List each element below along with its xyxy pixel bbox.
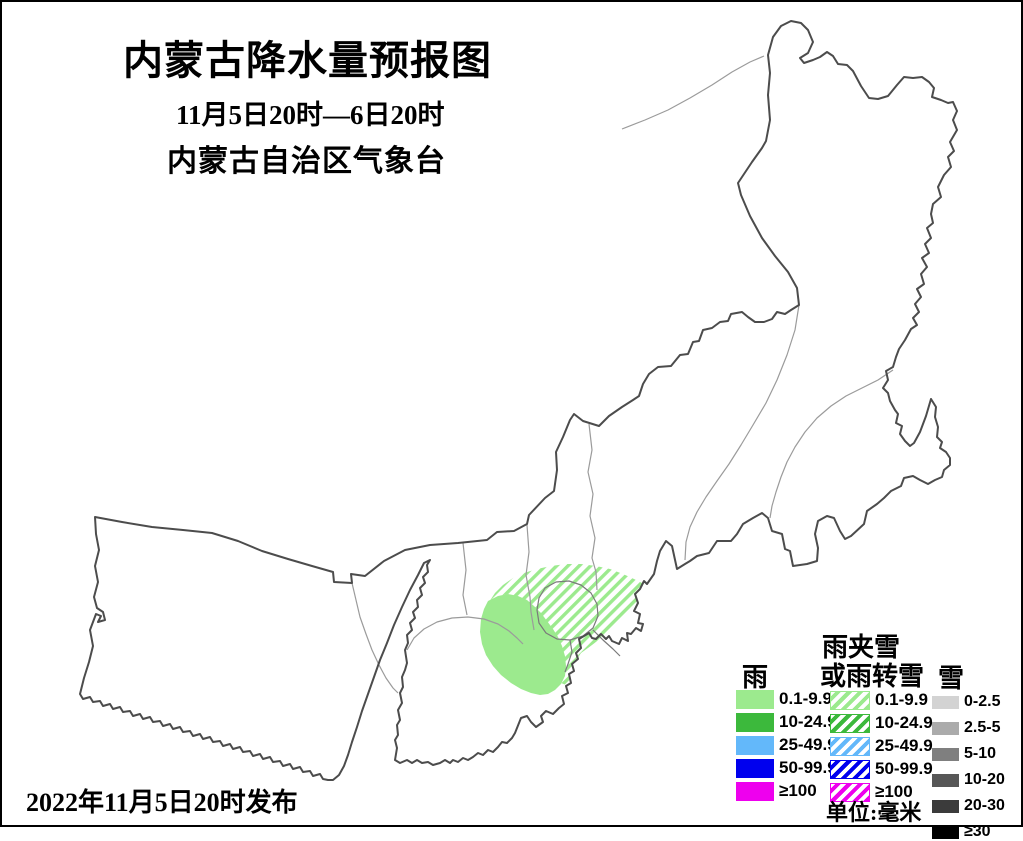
internal-boundaries [351,55,894,694]
rain-label: ≥100 [779,781,817,800]
legend-snow-header: 雪 [937,664,964,693]
rain-swatch [736,712,774,732]
legend-sleet-column: 0.1-9.9 10-24.9 25-49.9 50-99.9 ≥100 [830,690,933,802]
rain-label: 50-99.9 [779,758,837,777]
legend-row: 10-20 [932,771,1005,789]
snow-swatch [932,747,959,761]
sleet-swatch [830,690,870,710]
sleet-label: 50-99.9 [875,759,933,778]
snow-swatch [932,721,959,735]
legend-rain-header: 雨 [741,663,768,692]
rain-label: 25-49.9 [779,735,837,754]
snow-label: 5-10 [964,745,997,762]
sleet-swatch [830,759,870,779]
legend-row: ≥100 [736,781,837,801]
legend-unit: 单位:毫米 [826,800,922,825]
rain-swatch [736,781,774,801]
legend-row: 25-49.9 [736,735,837,755]
agency-name: 内蒙古自治区气象台 [167,145,446,178]
sleet-label: 25-49.9 [875,736,933,755]
sleet-area-0.1-9.9 [489,564,646,685]
sleet-label: 10-24.9 [875,713,933,732]
province-outline [79,20,958,781]
legend-row: ≥100 [830,782,933,802]
snow-label: 2.5-5 [964,719,1001,736]
legend-row: 5-10 [932,745,1005,763]
legend-row: 0.1-9.9 [736,689,837,709]
legend-snow-column: 0-2.5 2.5-5 5-10 10-20 20-30 ≥30 [932,693,1005,841]
snow-label: 0-2.5 [964,693,1001,710]
legend-sleet-header-line1: 雨夹雪 [822,633,901,662]
legend-row: 50-99.9 [736,758,837,778]
sleet-swatch [830,782,870,802]
snow-label: ≥30 [964,823,991,840]
legend-sleet-header-line2: 或雨转雪 [820,662,925,691]
rain-swatch [736,758,774,778]
sleet-label: ≥100 [875,782,913,801]
rain-swatch [736,689,774,709]
issue-time: 2022年11月5日20时发布 [26,788,298,817]
legend-rain-column: 0.1-9.9 10-24.9 25-49.9 50-99.9 ≥100 [736,689,837,801]
legend-row: 10-24.9 [830,713,933,733]
snow-label: 10-20 [964,771,1005,788]
snow-swatch [932,773,959,787]
forecast-period: 11月5日20时—6日20时 [176,100,445,130]
legend-row: 25-49.9 [830,736,933,756]
legend-row: 0-2.5 [932,693,1005,711]
snow-swatch [932,825,959,839]
legend-row: ≥30 [932,823,1005,841]
rain-label: 0.1-9.9 [779,689,832,708]
legend-row: 10-24.9 [736,712,837,732]
province-shape-fill [80,21,957,780]
legend-row: 2.5-5 [932,719,1005,737]
legend-row: 20-30 [932,797,1005,815]
rain-area-0.1-9.9 [480,594,566,695]
page-title: 内蒙古降水量预报图 [123,38,492,83]
sleet-swatch [830,713,870,733]
snow-swatch [932,799,959,813]
rain-swatch [736,735,774,755]
snow-label: 20-30 [964,797,1005,814]
sleet-label: 0.1-9.9 [875,690,928,709]
legend-row: 0.1-9.9 [830,690,933,710]
sleet-swatch [830,736,870,756]
snow-swatch [932,695,959,709]
county-boundaries [536,580,621,673]
rain-label: 10-24.9 [779,712,837,731]
legend-row: 50-99.9 [830,759,933,779]
